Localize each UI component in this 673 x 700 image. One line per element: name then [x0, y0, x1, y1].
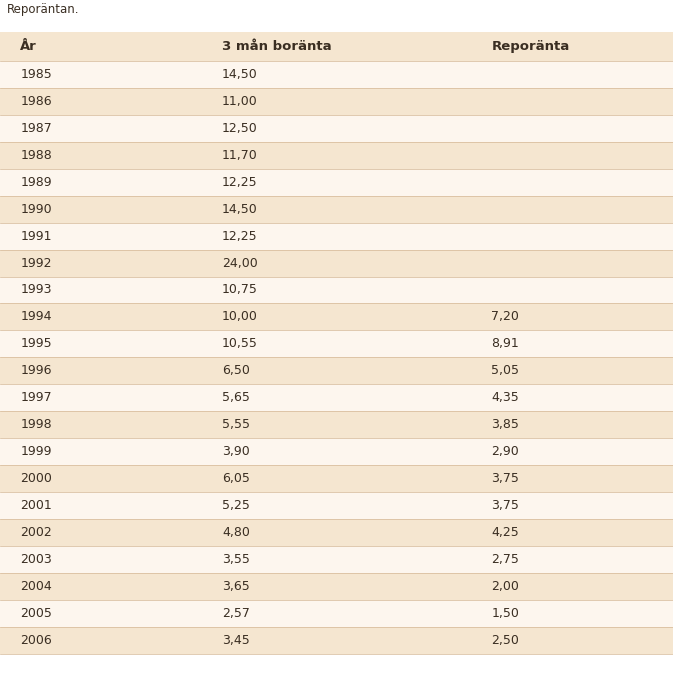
- Text: 1985: 1985: [20, 68, 52, 81]
- Text: 24,00: 24,00: [222, 256, 258, 270]
- Bar: [0, 223, 673, 250]
- Text: 2,50: 2,50: [491, 634, 519, 647]
- Text: 1998: 1998: [20, 418, 52, 431]
- Bar: [0, 250, 673, 276]
- Text: Reporänta: Reporänta: [491, 40, 569, 52]
- Text: 4,35: 4,35: [491, 391, 519, 405]
- Text: 3,65: 3,65: [222, 580, 250, 593]
- Text: 3,55: 3,55: [222, 553, 250, 566]
- Bar: [0, 196, 673, 223]
- Text: 2005: 2005: [20, 607, 52, 620]
- Text: 3,85: 3,85: [491, 418, 519, 431]
- Text: 10,75: 10,75: [222, 284, 258, 297]
- Text: 11,70: 11,70: [222, 148, 258, 162]
- Text: 10,00: 10,00: [222, 310, 258, 323]
- Text: 1999: 1999: [20, 445, 52, 458]
- Text: 5,55: 5,55: [222, 418, 250, 431]
- Bar: [0, 384, 673, 412]
- Text: 1990: 1990: [20, 202, 52, 216]
- Text: 4,80: 4,80: [222, 526, 250, 539]
- Text: 1989: 1989: [20, 176, 52, 189]
- Bar: [0, 276, 673, 304]
- Text: 3,90: 3,90: [222, 445, 250, 458]
- Bar: [0, 169, 673, 196]
- Bar: [0, 466, 673, 492]
- Text: 12,50: 12,50: [222, 122, 258, 135]
- Bar: [0, 573, 673, 600]
- Text: 2004: 2004: [20, 580, 52, 593]
- Text: 3,45: 3,45: [222, 634, 250, 647]
- Text: 2003: 2003: [20, 553, 52, 566]
- Text: 7,20: 7,20: [491, 310, 519, 323]
- Text: 3,75: 3,75: [491, 472, 519, 485]
- Text: 1996: 1996: [20, 364, 52, 377]
- Text: 1992: 1992: [20, 256, 52, 270]
- Text: 2,75: 2,75: [491, 553, 519, 566]
- Bar: [0, 88, 673, 115]
- Bar: [0, 357, 673, 384]
- Bar: [0, 115, 673, 141]
- Text: 2,90: 2,90: [491, 445, 519, 458]
- Text: 12,25: 12,25: [222, 176, 258, 189]
- Bar: [0, 546, 673, 573]
- Text: 5,25: 5,25: [222, 499, 250, 512]
- Text: 2006: 2006: [20, 634, 52, 647]
- Text: 1986: 1986: [20, 94, 52, 108]
- Text: 3 mån boränta: 3 mån boränta: [222, 40, 332, 52]
- Text: 12,25: 12,25: [222, 230, 258, 243]
- Text: 6,05: 6,05: [222, 472, 250, 485]
- Text: 10,55: 10,55: [222, 337, 258, 351]
- Text: 8,91: 8,91: [491, 337, 519, 351]
- Text: 5,05: 5,05: [491, 364, 520, 377]
- Text: 6,50: 6,50: [222, 364, 250, 377]
- Bar: [0, 519, 673, 546]
- Bar: [0, 627, 673, 654]
- Text: 1991: 1991: [20, 230, 52, 243]
- Bar: [0, 304, 673, 330]
- Text: 2001: 2001: [20, 499, 52, 512]
- Text: 1988: 1988: [20, 148, 52, 162]
- Text: 4,25: 4,25: [491, 526, 519, 539]
- Text: 2002: 2002: [20, 526, 52, 539]
- Text: 1993: 1993: [20, 284, 52, 297]
- Text: 1,50: 1,50: [491, 607, 519, 620]
- Text: År: År: [20, 40, 37, 52]
- Text: 14,50: 14,50: [222, 202, 258, 216]
- Bar: [0, 61, 673, 88]
- Bar: [0, 32, 673, 61]
- Text: 1987: 1987: [20, 122, 52, 135]
- Bar: [0, 438, 673, 466]
- Text: 3,75: 3,75: [491, 499, 519, 512]
- Text: 1997: 1997: [20, 391, 52, 405]
- Text: 5,65: 5,65: [222, 391, 250, 405]
- Bar: [0, 142, 673, 169]
- Text: 11,00: 11,00: [222, 94, 258, 108]
- Bar: [0, 330, 673, 357]
- Text: Reporäntan.: Reporäntan.: [7, 4, 79, 17]
- Text: 1994: 1994: [20, 310, 52, 323]
- Text: 2000: 2000: [20, 472, 52, 485]
- Text: 2,00: 2,00: [491, 580, 519, 593]
- Text: 2,57: 2,57: [222, 607, 250, 620]
- Bar: [0, 492, 673, 519]
- Text: 1995: 1995: [20, 337, 52, 351]
- Bar: [0, 600, 673, 627]
- Bar: [0, 412, 673, 438]
- Text: 14,50: 14,50: [222, 68, 258, 81]
